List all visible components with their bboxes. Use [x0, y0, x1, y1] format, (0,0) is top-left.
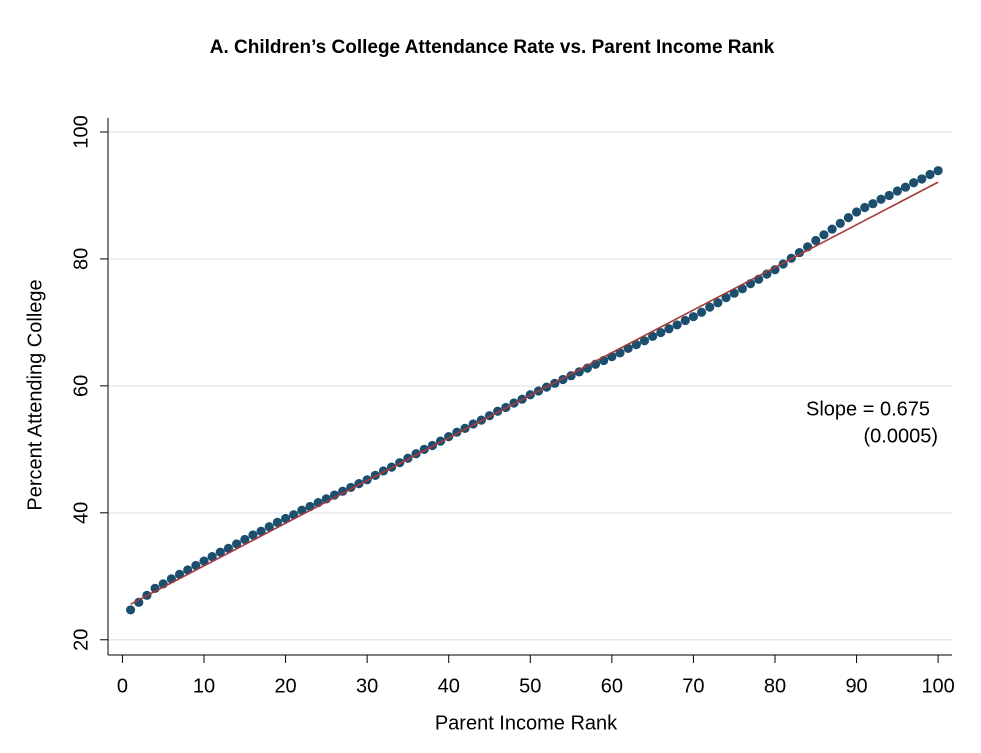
point: [648, 331, 658, 341]
x-axis-label: Parent Income Rank: [435, 712, 618, 734]
point: [264, 522, 274, 532]
point: [232, 539, 242, 549]
point: [672, 320, 682, 330]
point: [819, 230, 829, 240]
point: [860, 202, 870, 213]
chart-title: A. Children’s College Attendance Rate vs…: [210, 37, 775, 58]
point: [574, 367, 584, 377]
point: [183, 565, 193, 575]
point: [199, 556, 209, 566]
y-tick-label: 20: [70, 629, 92, 651]
point: [705, 302, 715, 312]
point: [892, 186, 902, 196]
point: [917, 174, 927, 184]
point: [851, 207, 862, 217]
x-tick-label: 0: [117, 675, 128, 697]
x-tick-label: 10: [193, 675, 215, 697]
point: [280, 513, 291, 524]
x-tick-label: 70: [682, 675, 704, 697]
point: [900, 182, 911, 192]
x-tick-label: 50: [519, 675, 541, 697]
x-tick-label: 100: [921, 675, 954, 697]
point: [811, 235, 821, 246]
point: [240, 534, 250, 545]
point: [125, 605, 136, 615]
point: [134, 597, 144, 607]
point: [868, 199, 878, 209]
y-tick-label: 100: [70, 115, 92, 148]
point: [631, 340, 641, 350]
point: [843, 213, 854, 223]
x-tick-label: 40: [438, 675, 460, 697]
point: [762, 269, 772, 279]
y-tick-label: 80: [70, 248, 92, 270]
y-tick-label: 40: [70, 502, 92, 524]
point: [338, 486, 348, 496]
point: [933, 166, 943, 176]
point: [876, 194, 886, 204]
point: [770, 265, 780, 275]
point: [909, 178, 919, 188]
point: [925, 169, 935, 180]
x-tick-label: 60: [601, 675, 623, 697]
point: [729, 288, 739, 298]
x-tick-label: 20: [274, 675, 296, 697]
y-axis-label: Percent Attending College: [24, 279, 46, 510]
y-tick-label: 60: [70, 375, 92, 397]
point: [329, 490, 340, 500]
point: [639, 336, 650, 346]
point: [827, 224, 837, 234]
point: [713, 298, 723, 308]
point: [215, 547, 225, 557]
point: [191, 560, 201, 571]
point: [615, 348, 625, 358]
point: [223, 543, 234, 553]
point: [680, 315, 690, 326]
point: [256, 526, 266, 536]
point: [688, 312, 699, 322]
point: [272, 517, 283, 527]
point: [207, 552, 217, 562]
x-tick-label: 90: [845, 675, 867, 697]
point: [696, 307, 707, 317]
point: [664, 324, 674, 334]
point: [884, 190, 894, 201]
annotation: Slope = 0.675: [806, 398, 930, 420]
x-tick-label: 30: [356, 675, 378, 697]
point: [248, 530, 258, 540]
point: [656, 327, 666, 338]
x-tick-label: 80: [764, 675, 786, 697]
point: [721, 293, 731, 303]
point: [835, 218, 845, 228]
point: [794, 247, 805, 258]
fit-line: [130, 181, 939, 605]
annotation: (0.0005): [864, 425, 939, 447]
